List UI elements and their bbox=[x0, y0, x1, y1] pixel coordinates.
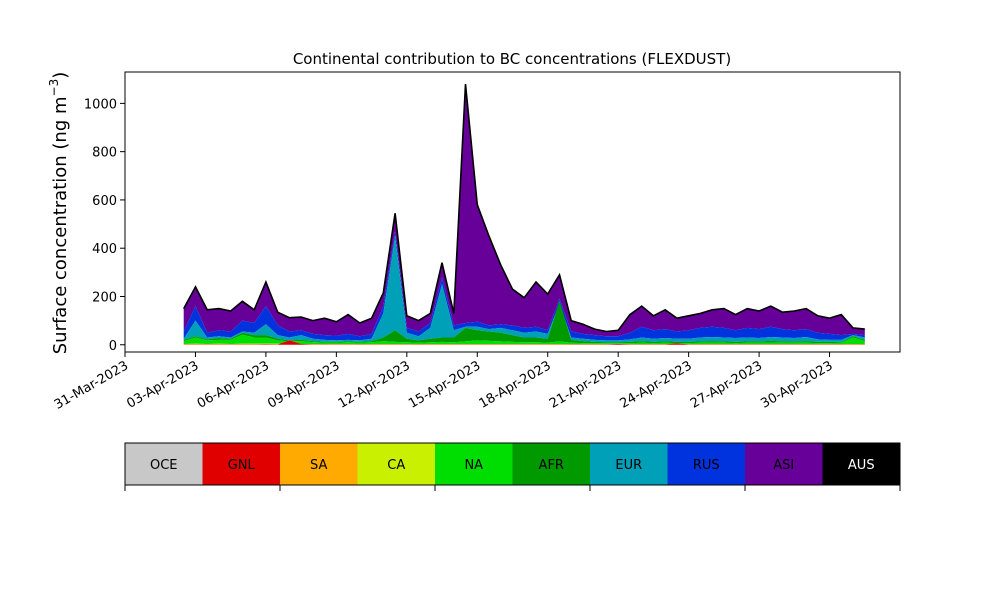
legend-label-oce: OCE bbox=[150, 458, 178, 473]
legend-label-afr: AFR bbox=[539, 458, 564, 473]
legend-label-gnl: GNL bbox=[228, 458, 256, 473]
y-tick-label: 600 bbox=[92, 194, 117, 209]
legend-frame bbox=[124, 442, 901, 486]
legend-swatch-gnl bbox=[202, 443, 281, 485]
legend-swatch-oce bbox=[125, 443, 203, 485]
legend-label-ca: CA bbox=[387, 458, 405, 473]
legend-swatch-ca bbox=[357, 443, 436, 485]
colorbar-legend: OCE GNL SA CA NA AFR EUR RUS ASI AUS bbox=[124, 442, 901, 491]
legend-label-sa: SA bbox=[310, 458, 327, 473]
y-axis-label-close: ) bbox=[50, 72, 71, 79]
y-tick-label: 0 bbox=[109, 339, 117, 354]
legend-swatch-sa bbox=[280, 443, 358, 485]
y-axis-label-unit-exponent: −3 bbox=[47, 79, 61, 97]
y-axis: 0 200 400 600 800 1000 bbox=[84, 97, 125, 354]
y-axis-label-main: Surface concentration (ng m bbox=[50, 96, 71, 354]
legend-label-asi: ASI bbox=[773, 458, 794, 473]
legend-label-aus: AUS bbox=[848, 458, 875, 473]
area-series-rus bbox=[183, 231, 865, 341]
chart-title: Continental contribution to BC concentra… bbox=[293, 50, 731, 68]
legend-label-eur: EUR bbox=[615, 458, 642, 473]
area-series-na bbox=[183, 334, 865, 345]
legend-swatch-rus bbox=[667, 443, 746, 485]
y-axis-label: Surface concentration (ng m−3) bbox=[47, 72, 71, 355]
legend-swatch-afr bbox=[512, 443, 591, 485]
legend-swatch-aus bbox=[822, 443, 901, 485]
legend-label-na: NA bbox=[464, 458, 483, 473]
y-tick-label: 400 bbox=[92, 242, 117, 257]
legend-swatch-eur bbox=[590, 443, 668, 485]
y-tick-label: 800 bbox=[92, 146, 117, 161]
legend-swatch-asi bbox=[745, 443, 823, 485]
axes-frame bbox=[124, 71, 901, 353]
legend-label-rus: RUS bbox=[693, 458, 720, 473]
area-series-ca bbox=[183, 343, 865, 345]
y-tick-label: 1000 bbox=[84, 97, 117, 112]
total-line bbox=[182, 84, 865, 333]
legend-swatch-na bbox=[435, 443, 513, 485]
plot-area bbox=[124, 71, 901, 353]
y-tick-label: 200 bbox=[92, 290, 117, 305]
